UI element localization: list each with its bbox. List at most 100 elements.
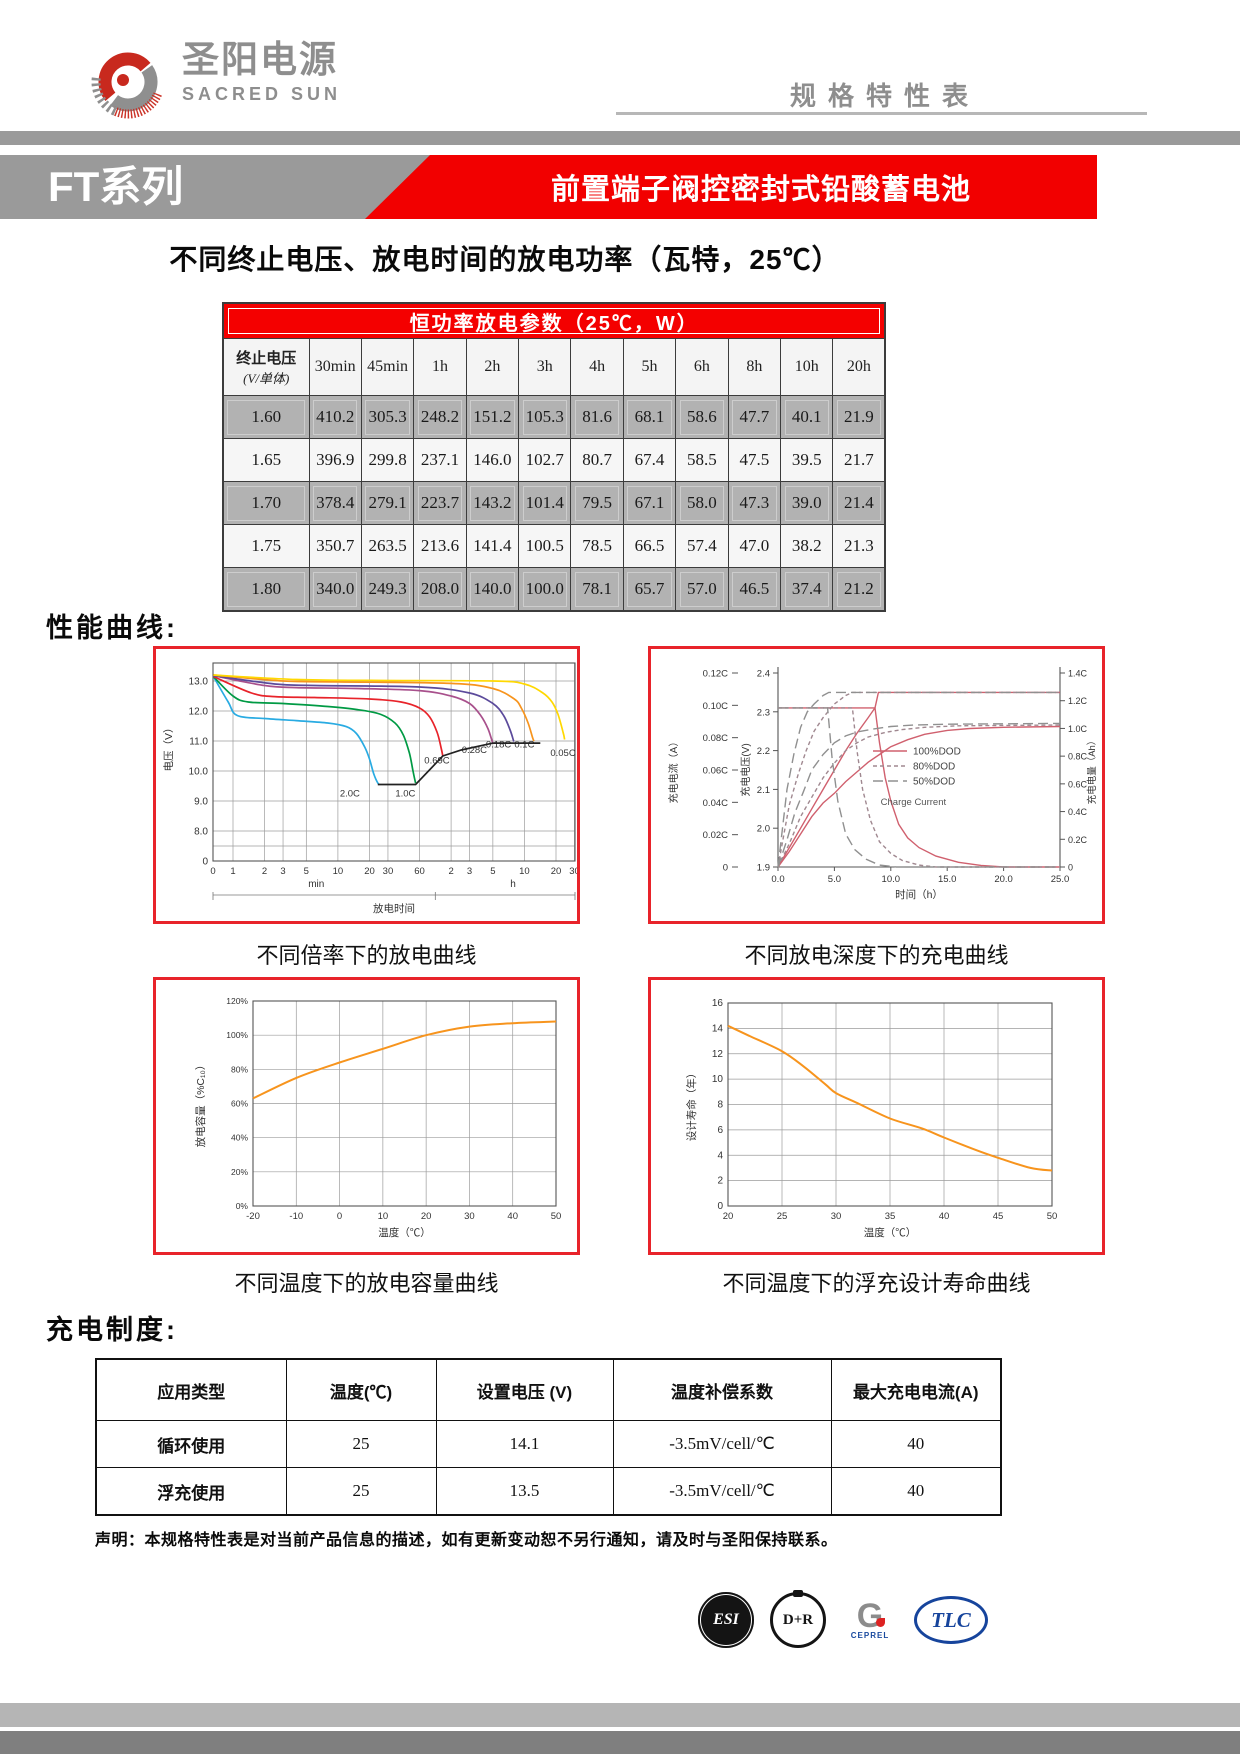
svg-text:10: 10 <box>333 866 344 877</box>
charge-table-header-row: 应用类型 温度(℃) 设置电压 (V) 温度补偿系数 最大充电电流(A) <box>95 1358 1002 1421</box>
svg-text:10: 10 <box>712 1074 724 1085</box>
cell-power-value: 208.0 <box>413 567 467 612</box>
ceprel-caption: CEPREL <box>850 1630 890 1640</box>
charge-cell: 25 <box>285 1420 437 1468</box>
svg-text:5: 5 <box>304 866 309 877</box>
series-0.69C <box>213 675 444 757</box>
cell-power-value: 141.4 <box>465 524 520 568</box>
power-table-title-row: 恒功率放电参数（25℃，W） <box>222 302 886 339</box>
cell-power-value: 396.9 <box>308 438 362 482</box>
cell-end-voltage: 1.80 <box>222 567 310 612</box>
svg-text:0: 0 <box>723 863 728 874</box>
svg-text:0.08C: 0.08C <box>703 733 728 744</box>
col-header-time: 1h <box>413 338 467 396</box>
charge-cell: 14.1 <box>435 1420 614 1468</box>
svg-text:20: 20 <box>551 866 562 877</box>
svg-text:1.4C: 1.4C <box>1068 669 1088 679</box>
float-life-caption: 不同温度下的浮充设计寿命曲线 <box>722 1271 1031 1296</box>
col-header-time: 5h <box>622 338 677 396</box>
svg-text:2: 2 <box>448 866 453 877</box>
charge-col-header: 最大充电电流(A) <box>830 1358 1002 1421</box>
cell-power-value: 21.9 <box>832 395 886 439</box>
svg-text:放电时间: 放电时间 <box>373 902 415 915</box>
svg-text:2.0C: 2.0C <box>340 789 360 800</box>
series-float-life-vs-temperature <box>727 1024 1053 1172</box>
cell-power-value: 58.0 <box>675 481 729 525</box>
cell-power-value: 38.2 <box>780 524 834 568</box>
svg-text:0: 0 <box>337 1211 342 1222</box>
svg-text:5.0: 5.0 <box>828 874 841 885</box>
charge-cell: 循环使用 <box>95 1420 287 1468</box>
cell-power-value: 100.0 <box>518 567 572 612</box>
series-100%DOD-current <box>778 707 1060 868</box>
svg-text:30: 30 <box>831 1211 842 1222</box>
series-0.28C <box>213 674 494 744</box>
cell-power-value: 81.6 <box>570 395 624 439</box>
cell-power-value: 47.3 <box>727 481 782 525</box>
cell-power-value: 21.4 <box>832 481 886 525</box>
series-50%DOD-current <box>778 707 1060 868</box>
cell-power-value: 39.5 <box>780 438 834 482</box>
product-banner: 前置端子阀控密封式铅酸蓄电池 <box>365 155 1097 219</box>
header-divider <box>616 112 1147 115</box>
charge-regime-heading: 充电制度: <box>46 1315 178 1345</box>
charge-cell: 40 <box>830 1420 1002 1468</box>
charge-cell: 25 <box>285 1467 437 1516</box>
series-50%DOD-voltage <box>777 691 1060 868</box>
doc-type-label: 规格特性表 <box>790 81 981 111</box>
series-50%DOD-capacity <box>777 722 1061 868</box>
series-100%DOD-capacity <box>777 725 1061 868</box>
power-table-row: 1.75 350.7 263.5 213.6 141.4 100.5 78.5 66.5 57.… <box>222 524 886 568</box>
product-title: 前置端子阀控密封式铅酸蓄电池 <box>550 174 971 206</box>
svg-text:0.4C: 0.4C <box>1068 807 1088 817</box>
dr-label: D+R <box>782 1611 814 1628</box>
charge-col-header: 温度(℃) <box>285 1358 437 1421</box>
cell-power-value: 40.1 <box>780 395 834 439</box>
esi-label: ESI <box>713 1611 739 1628</box>
cell-power-value: 67.4 <box>622 438 677 482</box>
series-2.0C <box>212 676 381 786</box>
svg-text:8: 8 <box>717 1100 723 1111</box>
svg-text:11.0: 11.0 <box>189 737 208 748</box>
charge-col-header: 设置电压 (V) <box>435 1358 614 1421</box>
svg-text:设计寿命（年）: 设计寿命（年） <box>685 1068 698 1142</box>
svg-text:15.0: 15.0 <box>938 874 957 885</box>
svg-text:16: 16 <box>712 998 724 1009</box>
svg-text:50: 50 <box>551 1211 562 1222</box>
svg-text:4: 4 <box>717 1150 723 1161</box>
company-logo: 圣阳电源 SACRED SUN <box>88 40 341 122</box>
svg-text:0: 0 <box>717 1201 723 1212</box>
cell-power-value: 101.4 <box>518 481 572 525</box>
svg-text:2.4: 2.4 <box>757 669 770 680</box>
series-capacity-vs-temperature <box>252 1020 557 1100</box>
svg-text:0.02C: 0.02C <box>703 830 728 841</box>
svg-text:1.0C: 1.0C <box>395 789 415 800</box>
discharge-curves-caption: 不同倍率下的放电曲线 <box>256 943 477 968</box>
footer-bar-dark <box>0 1731 1240 1754</box>
col-header-time: 4h <box>570 338 624 396</box>
series-80%DOD-voltage <box>777 691 1060 868</box>
cell-power-value: 66.5 <box>622 524 677 568</box>
series-1.0C <box>212 675 417 784</box>
cell-power-value: 57.4 <box>675 524 729 568</box>
capacity-temp-caption: 不同温度下的放电容量曲线 <box>234 1271 499 1296</box>
cell-power-value: 223.7 <box>413 481 467 525</box>
cell-power-value: 105.3 <box>518 395 572 439</box>
svg-text:40: 40 <box>939 1211 950 1222</box>
cell-power-value: 21.2 <box>832 567 886 612</box>
cell-power-value: 151.2 <box>465 395 520 439</box>
cell-power-value: 79.5 <box>570 481 624 525</box>
svg-text:30: 30 <box>383 866 394 877</box>
svg-text:10: 10 <box>378 1211 389 1222</box>
float-life-box: 16 14 12 10 8 6 4 2 0 20 25 30 35 40 45 50 温度（℃） 设计寿命（年） <box>648 977 1105 1255</box>
svg-text:9.0: 9.0 <box>194 797 208 808</box>
svg-text:2.0: 2.0 <box>757 824 770 835</box>
svg-text:20: 20 <box>723 1211 734 1222</box>
cell-power-value: 146.0 <box>465 438 520 482</box>
svg-text:1.9: 1.9 <box>757 863 770 874</box>
svg-text:5: 5 <box>490 866 495 877</box>
series-cutoff-line <box>377 742 541 786</box>
cell-power-value: 263.5 <box>360 524 415 568</box>
svg-text:0.04C: 0.04C <box>703 798 728 809</box>
